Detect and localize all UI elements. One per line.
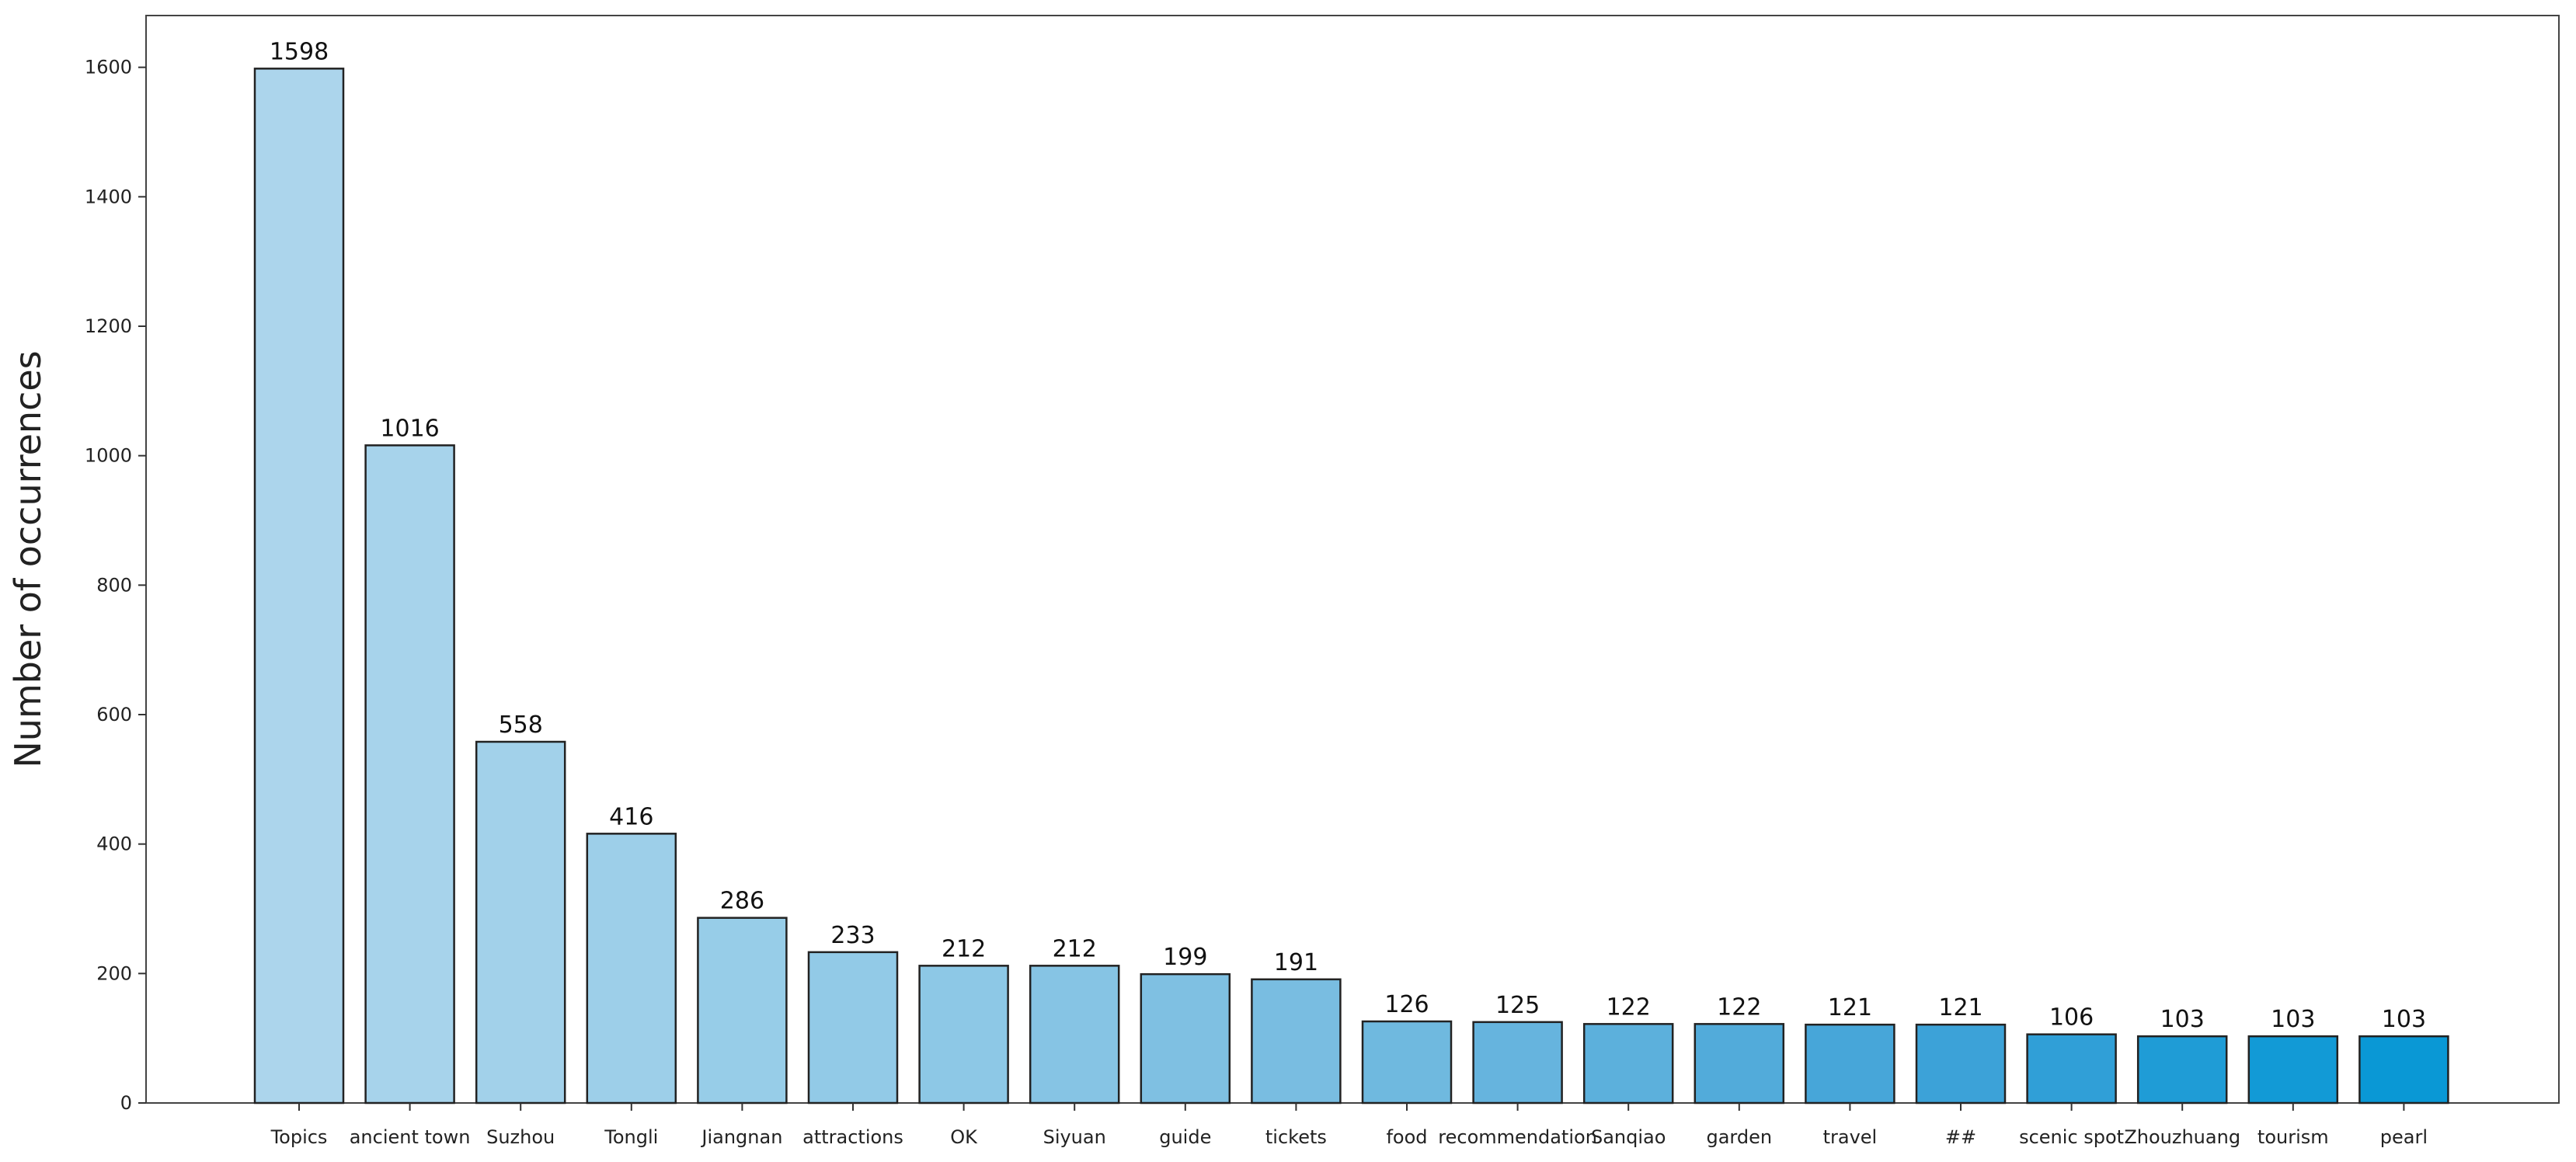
y-tick-label: 800 [96, 574, 132, 596]
bar-value-label: 558 [499, 711, 543, 739]
bar-value-label: 126 [1384, 991, 1429, 1018]
bar-value-label: 191 [1274, 949, 1318, 976]
bar-18 [2247, 1035, 2339, 1105]
bar-value-label: 103 [2382, 1006, 2426, 1033]
y-tick-label: 1400 [85, 186, 132, 207]
bar-17 [2136, 1035, 2228, 1105]
x-tick-label: Siyuan [1043, 1126, 1106, 1148]
y-tick-label: 200 [96, 962, 132, 984]
bar-value-label: 1598 [270, 38, 329, 65]
bar-7 [1029, 965, 1120, 1105]
x-tick-label: ancient town [350, 1126, 471, 1148]
y-tick-label: 0 [120, 1092, 132, 1114]
x-tick-label: scenic spot [2019, 1126, 2124, 1148]
x-tick-label: Sanqiao [1591, 1126, 1666, 1148]
plot-frame [145, 15, 2560, 1104]
bar-11 [1472, 1021, 1563, 1105]
y-tick-label: 400 [96, 833, 132, 855]
bar-0 [253, 68, 345, 1105]
x-tick-label: Suzhou [486, 1126, 555, 1148]
y-axis-title: Number of occurrences [7, 350, 49, 767]
bar-value-label: 103 [2271, 1006, 2315, 1033]
y-tick-label: 1200 [85, 315, 132, 337]
bar-value-label: 212 [942, 935, 986, 962]
bar-value-label: 233 [830, 922, 875, 949]
bar-value-label: 286 [720, 888, 764, 915]
bars-group [253, 68, 2449, 1105]
bar-value-label: 121 [1828, 994, 1872, 1021]
x-tick-label: tourism [2257, 1126, 2329, 1148]
data-labels-group: 1598 1016 558 416 286 233 212 212 199 191 126 125 12… [270, 38, 2426, 1033]
y-axis: 0 200 400 600 800 1000 1200 1400 1600 [85, 57, 146, 1114]
bar-9 [1251, 978, 1342, 1105]
x-tick-label: garden [1706, 1126, 1772, 1148]
bar-14 [1805, 1023, 1895, 1105]
bar-5 [807, 951, 899, 1105]
x-tick-label: pearl [2380, 1126, 2428, 1148]
x-tick-label: Topics [270, 1126, 328, 1148]
bar-8 [1140, 972, 1231, 1105]
x-tick-label: tickets [1265, 1126, 1327, 1148]
x-tick-label: food [1386, 1126, 1427, 1148]
bar-19 [2358, 1035, 2449, 1105]
bar-16 [2026, 1033, 2117, 1105]
x-tick-label: guide [1159, 1126, 1211, 1148]
bar-value-label: 125 [1495, 992, 1540, 1019]
x-axis: Topics ancient town Suzhou Tongli Jiangnan at… [270, 1103, 2428, 1148]
x-tick-label: OK [950, 1126, 978, 1148]
bar-value-label: 199 [1163, 944, 1207, 971]
bar-value-label: 122 [1607, 993, 1651, 1021]
x-tick-label: travel [1823, 1126, 1878, 1148]
x-tick-label: attractions [802, 1126, 903, 1148]
bar-4 [697, 917, 788, 1105]
bar-value-label: 106 [2049, 1004, 2094, 1032]
bar-10 [1361, 1020, 1453, 1105]
x-tick-label: Jiangnan [700, 1126, 782, 1148]
x-tick-label: recommendation [1438, 1126, 1597, 1148]
bar-value-label: 1016 [380, 415, 439, 442]
bar-value-label: 121 [1938, 994, 1982, 1021]
x-tick-label: Zhouzhuang [2124, 1126, 2240, 1148]
bar-15 [1915, 1023, 2007, 1105]
bar-1 [364, 444, 455, 1105]
bar-3 [586, 833, 677, 1105]
bar-13 [1694, 1023, 1785, 1105]
bar-value-label: 103 [2160, 1006, 2205, 1033]
x-tick-label: ## [1945, 1126, 1976, 1148]
bar-value-label: 122 [1717, 993, 1761, 1021]
y-tick-label: 1600 [85, 57, 132, 78]
bar-6 [918, 965, 1009, 1105]
y-tick-label: 600 [96, 704, 132, 725]
bar-2 [475, 740, 566, 1105]
x-tick-label: Tongli [604, 1126, 658, 1148]
y-tick-label: 1000 [85, 445, 132, 467]
bar-12 [1582, 1023, 1674, 1105]
bar-value-label: 212 [1053, 935, 1097, 962]
bar-value-label: 416 [609, 803, 653, 830]
